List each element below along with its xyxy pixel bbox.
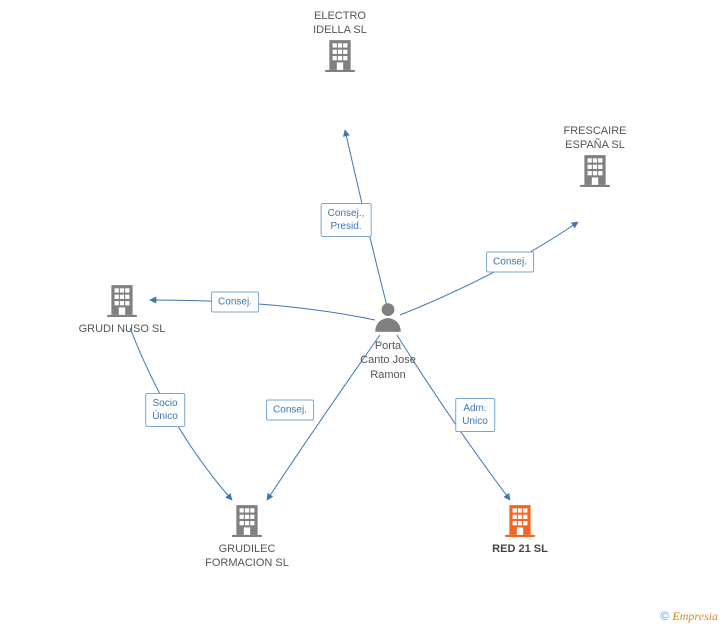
node-label: GRUDI NUSO SL	[62, 322, 182, 336]
building-icon	[460, 503, 580, 542]
node-company-frescaire[interactable]: FRESCAIRE ESPAÑA SL	[535, 124, 655, 192]
node-person-center[interactable]: Porta Canto Jose Ramon	[338, 300, 438, 382]
watermark: © Empresia	[660, 609, 718, 624]
edge-label-person-grudinuso: Consej.	[211, 292, 259, 313]
edge-label-person-frescaire: Consej.	[486, 252, 534, 273]
node-label: Porta Canto Jose Ramon	[338, 339, 438, 382]
edge-label-person-red21: Adm. Unico	[455, 398, 495, 432]
building-icon	[187, 503, 307, 542]
node-company-red21[interactable]: RED 21 SL	[460, 503, 580, 556]
node-label: FRESCAIRE ESPAÑA SL	[535, 124, 655, 153]
node-company-grudinuso[interactable]: GRUDI NUSO SL	[62, 283, 182, 336]
building-icon	[535, 153, 655, 192]
node-label: RED 21 SL	[460, 542, 580, 556]
node-label: GRUDILEC FORMACION SL	[187, 542, 307, 571]
node-company-grudilec[interactable]: GRUDILEC FORMACION SL	[187, 503, 307, 571]
edge-label-grudinuso-grudilec: Socio Único	[145, 393, 185, 427]
node-label: ELECTRO IDELLA SL	[280, 9, 400, 38]
copyright-symbol: ©	[660, 609, 669, 623]
brand-name: Empresia	[672, 609, 718, 623]
building-icon	[280, 38, 400, 77]
node-company-electro[interactable]: ELECTRO IDELLA SL	[280, 9, 400, 77]
edge-label-person-grudilec: Consej.	[266, 400, 314, 421]
building-icon	[62, 283, 182, 322]
edge-label-person-electro: Consej., Presid.	[321, 203, 372, 237]
person-icon	[338, 300, 438, 339]
